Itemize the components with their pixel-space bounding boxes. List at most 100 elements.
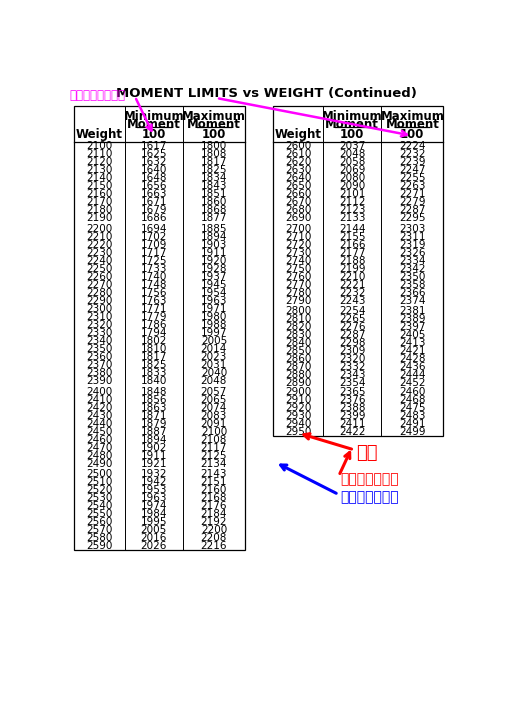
Text: 2920: 2920 bbox=[285, 402, 311, 412]
Text: 1894: 1894 bbox=[141, 435, 167, 444]
Text: 1810: 1810 bbox=[141, 343, 167, 354]
Text: 2850: 2850 bbox=[285, 346, 311, 357]
Text: 1817: 1817 bbox=[201, 157, 227, 167]
Text: 1963: 1963 bbox=[201, 296, 227, 306]
Text: 2255: 2255 bbox=[399, 173, 426, 183]
Text: Maximum: Maximum bbox=[380, 109, 444, 123]
Text: 2143: 2143 bbox=[201, 469, 227, 479]
Text: 2910: 2910 bbox=[285, 395, 311, 404]
Text: Weight: Weight bbox=[76, 128, 123, 141]
Text: 2342: 2342 bbox=[399, 264, 426, 273]
Text: 2150: 2150 bbox=[86, 181, 113, 191]
Text: 2760: 2760 bbox=[285, 272, 311, 282]
Text: 最小モーメント: 最小モーメント bbox=[340, 472, 399, 486]
Text: 2260: 2260 bbox=[86, 272, 113, 282]
Text: 2560: 2560 bbox=[86, 517, 113, 527]
Text: 1877: 1877 bbox=[201, 213, 227, 223]
Text: 2309: 2309 bbox=[339, 346, 365, 357]
Text: 最大モーメント: 最大モーメント bbox=[340, 490, 399, 504]
Text: 1902: 1902 bbox=[141, 442, 167, 453]
Text: 1617: 1617 bbox=[141, 141, 167, 151]
Text: Moment: Moment bbox=[187, 118, 241, 131]
Text: 1771: 1771 bbox=[141, 304, 167, 314]
Text: 2411: 2411 bbox=[339, 418, 366, 428]
Text: 2870: 2870 bbox=[285, 362, 311, 372]
Text: 1868: 1868 bbox=[201, 205, 227, 215]
Text: 1997: 1997 bbox=[201, 328, 227, 338]
Text: 2840: 2840 bbox=[285, 339, 311, 348]
Text: Moment: Moment bbox=[386, 118, 439, 131]
Text: 2199: 2199 bbox=[339, 264, 366, 273]
Text: 2117: 2117 bbox=[201, 442, 227, 453]
Text: 1717: 1717 bbox=[141, 247, 167, 258]
Text: MOMENT LIMITS vs WEIGHT (Continued): MOMENT LIMITS vs WEIGHT (Continued) bbox=[116, 87, 417, 100]
Text: 2166: 2166 bbox=[339, 240, 366, 250]
Text: 2450: 2450 bbox=[86, 426, 113, 437]
Text: 1702: 1702 bbox=[141, 231, 167, 242]
Text: 2220: 2220 bbox=[86, 240, 113, 250]
Text: 2400: 2400 bbox=[86, 386, 113, 397]
Text: 2900: 2900 bbox=[285, 386, 311, 397]
Text: 2190: 2190 bbox=[86, 213, 113, 223]
Text: 2530: 2530 bbox=[86, 494, 113, 503]
Text: 2298: 2298 bbox=[339, 339, 366, 348]
Text: 2240: 2240 bbox=[86, 256, 113, 266]
Text: 2750: 2750 bbox=[285, 264, 311, 273]
Text: 2287: 2287 bbox=[399, 205, 426, 215]
Text: 2950: 2950 bbox=[285, 426, 311, 437]
Text: 2058: 2058 bbox=[339, 157, 365, 167]
Text: 2112: 2112 bbox=[339, 197, 366, 207]
Text: 2413: 2413 bbox=[399, 339, 426, 348]
Text: 1871: 1871 bbox=[141, 411, 167, 421]
Text: 2271: 2271 bbox=[399, 189, 426, 199]
Text: 2399: 2399 bbox=[339, 411, 366, 421]
Text: 2311: 2311 bbox=[399, 231, 426, 242]
Text: 1640: 1640 bbox=[141, 165, 167, 175]
Text: 2620: 2620 bbox=[285, 157, 311, 167]
Text: 2350: 2350 bbox=[399, 272, 426, 282]
Text: 1740: 1740 bbox=[141, 272, 167, 282]
Text: 2389: 2389 bbox=[399, 315, 426, 325]
Text: 1885: 1885 bbox=[201, 224, 227, 233]
Text: 1794: 1794 bbox=[141, 328, 167, 338]
Text: 2360: 2360 bbox=[86, 352, 113, 362]
Text: 2580: 2580 bbox=[86, 533, 113, 543]
Text: 2280: 2280 bbox=[86, 287, 113, 298]
Text: 2600: 2600 bbox=[285, 141, 311, 151]
Text: 2405: 2405 bbox=[399, 330, 426, 341]
Text: 2134: 2134 bbox=[201, 458, 227, 468]
Text: 1663: 1663 bbox=[141, 189, 167, 199]
Text: 2319: 2319 bbox=[399, 240, 426, 250]
Text: 2176: 2176 bbox=[201, 501, 227, 511]
Text: 2660: 2660 bbox=[285, 189, 311, 199]
Text: 2810: 2810 bbox=[285, 315, 311, 325]
Text: 1945: 1945 bbox=[201, 280, 227, 290]
Text: 2040: 2040 bbox=[201, 368, 227, 378]
Text: 100: 100 bbox=[202, 128, 226, 141]
Text: 2436: 2436 bbox=[399, 362, 426, 372]
Text: 2048: 2048 bbox=[339, 149, 365, 159]
Text: 2295: 2295 bbox=[399, 213, 426, 223]
Text: 2540: 2540 bbox=[86, 501, 113, 511]
Text: 2358: 2358 bbox=[399, 280, 426, 290]
Text: 2108: 2108 bbox=[201, 435, 227, 444]
Text: 2168: 2168 bbox=[201, 494, 227, 503]
Text: 100: 100 bbox=[400, 128, 425, 141]
Text: 2710: 2710 bbox=[285, 231, 311, 242]
Text: 2232: 2232 bbox=[339, 287, 366, 298]
Text: 2820: 2820 bbox=[285, 322, 311, 332]
Text: Moment: Moment bbox=[325, 118, 379, 131]
Text: 1833: 1833 bbox=[141, 368, 167, 378]
Text: 2140: 2140 bbox=[86, 173, 113, 183]
Text: 1911: 1911 bbox=[201, 247, 227, 258]
Text: 2123: 2123 bbox=[339, 205, 366, 215]
Text: 重量: 重量 bbox=[356, 444, 377, 462]
Text: 2397: 2397 bbox=[399, 322, 426, 332]
Text: 1911: 1911 bbox=[141, 451, 167, 461]
Text: 2069: 2069 bbox=[339, 165, 365, 175]
Text: 100: 100 bbox=[142, 128, 166, 141]
Text: 1625: 1625 bbox=[141, 149, 167, 159]
Text: 2303: 2303 bbox=[399, 224, 426, 233]
Text: 2700: 2700 bbox=[285, 224, 311, 233]
Text: 2720: 2720 bbox=[285, 240, 311, 250]
